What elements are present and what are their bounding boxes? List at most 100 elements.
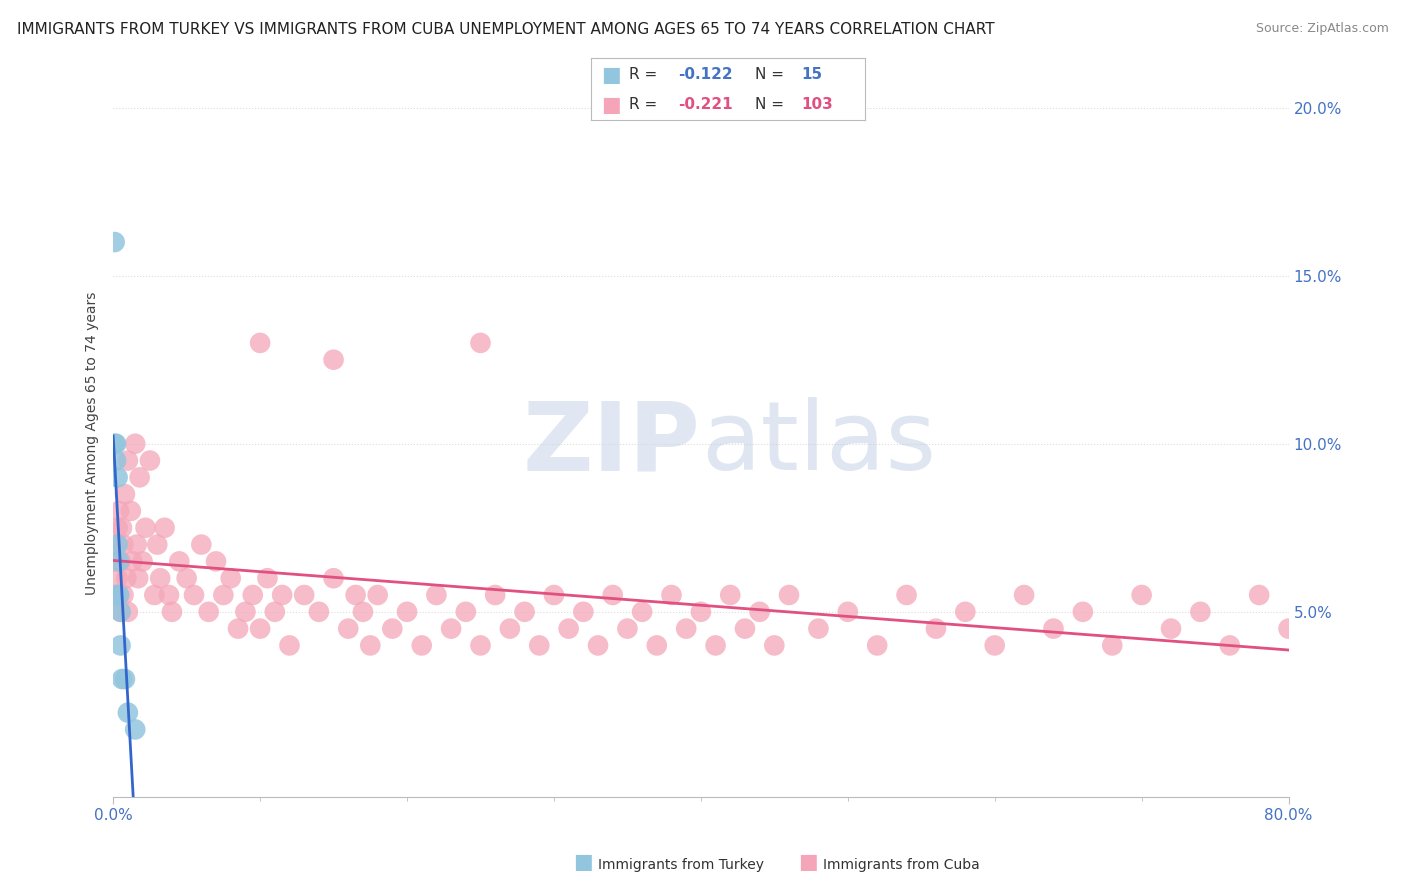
- Point: [134, 521, 156, 535]
- Point: [108, 504, 131, 518]
- Point: [117, 605, 139, 619]
- Point: [169, 554, 191, 568]
- Point: [219, 571, 242, 585]
- Point: [197, 605, 219, 619]
- Point: [110, 605, 132, 619]
- Point: [395, 605, 418, 619]
- Point: [157, 588, 180, 602]
- Point: [425, 588, 447, 602]
- Text: 103: 103: [801, 97, 834, 112]
- Point: [689, 605, 711, 619]
- Point: [1277, 622, 1299, 636]
- Point: [105, 436, 128, 450]
- Point: [704, 639, 727, 653]
- Text: ZIP: ZIP: [523, 397, 700, 491]
- Point: [470, 639, 492, 653]
- Point: [718, 588, 741, 602]
- Point: [675, 622, 697, 636]
- Text: 15: 15: [801, 67, 823, 82]
- Point: [470, 335, 492, 350]
- Point: [242, 588, 264, 602]
- Point: [114, 672, 136, 686]
- Text: -0.221: -0.221: [678, 97, 733, 112]
- Point: [602, 588, 624, 602]
- Point: [572, 605, 595, 619]
- Point: [149, 571, 172, 585]
- Point: [748, 605, 770, 619]
- Point: [543, 588, 565, 602]
- Point: [837, 605, 859, 619]
- Point: [454, 605, 477, 619]
- Text: N =: N =: [755, 67, 789, 82]
- Point: [1012, 588, 1035, 602]
- Point: [110, 554, 132, 568]
- Point: [226, 622, 249, 636]
- Point: [631, 605, 654, 619]
- Text: R =: R =: [628, 97, 662, 112]
- Point: [983, 639, 1005, 653]
- Text: -0.122: -0.122: [678, 67, 733, 82]
- Point: [107, 470, 129, 484]
- Point: [111, 672, 134, 686]
- Point: [896, 588, 918, 602]
- Point: [107, 538, 129, 552]
- Point: [110, 605, 132, 619]
- Point: [292, 588, 315, 602]
- Point: [645, 639, 668, 653]
- Point: [513, 605, 536, 619]
- Point: [160, 605, 183, 619]
- Point: [411, 639, 433, 653]
- Text: ■: ■: [602, 65, 621, 85]
- Point: [127, 571, 149, 585]
- Point: [176, 571, 198, 585]
- Point: [344, 588, 367, 602]
- Point: [146, 538, 169, 552]
- Point: [124, 723, 146, 737]
- Text: Source: ZipAtlas.com: Source: ZipAtlas.com: [1256, 22, 1389, 36]
- Text: R =: R =: [628, 67, 662, 82]
- Point: [778, 588, 800, 602]
- Point: [278, 639, 301, 653]
- Point: [616, 622, 638, 636]
- Point: [205, 554, 228, 568]
- Point: [104, 554, 127, 568]
- Point: [120, 504, 142, 518]
- Point: [117, 453, 139, 467]
- Point: [139, 453, 162, 467]
- Point: [1101, 639, 1123, 653]
- Point: [124, 436, 146, 450]
- Point: [115, 571, 138, 585]
- Text: atlas: atlas: [700, 397, 936, 491]
- Point: [128, 470, 150, 484]
- Point: [249, 622, 271, 636]
- Point: [112, 538, 135, 552]
- Point: [586, 639, 609, 653]
- Point: [763, 639, 786, 653]
- Point: [337, 622, 360, 636]
- Point: [105, 588, 128, 602]
- Point: [359, 639, 381, 653]
- Point: [183, 588, 205, 602]
- Text: Immigrants from Turkey: Immigrants from Turkey: [598, 858, 763, 872]
- Point: [153, 521, 176, 535]
- Point: [107, 571, 129, 585]
- Point: [1160, 622, 1182, 636]
- Point: [108, 554, 131, 568]
- Point: [104, 436, 127, 450]
- Y-axis label: Unemployment Among Ages 65 to 74 years: Unemployment Among Ages 65 to 74 years: [86, 292, 100, 596]
- Point: [322, 352, 344, 367]
- Point: [557, 622, 579, 636]
- Text: IMMIGRANTS FROM TURKEY VS IMMIGRANTS FROM CUBA UNEMPLOYMENT AMONG AGES 65 TO 74 : IMMIGRANTS FROM TURKEY VS IMMIGRANTS FRO…: [17, 22, 994, 37]
- Point: [121, 554, 143, 568]
- Point: [112, 588, 135, 602]
- Point: [143, 588, 166, 602]
- Point: [125, 538, 148, 552]
- Point: [108, 588, 131, 602]
- Point: [104, 235, 127, 249]
- Point: [484, 588, 506, 602]
- Point: [1071, 605, 1094, 619]
- Point: [308, 605, 330, 619]
- Text: ■: ■: [602, 95, 621, 115]
- Point: [117, 706, 139, 720]
- Point: [105, 453, 128, 467]
